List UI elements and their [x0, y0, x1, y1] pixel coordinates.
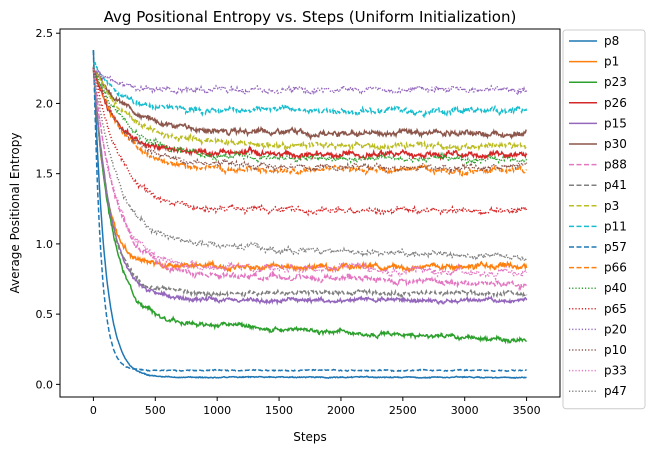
series-line-p30: [92, 68, 527, 141]
chart-title: Avg Positional Entropy vs. Steps (Unifor…: [104, 8, 517, 26]
legend-label-p8: p8: [604, 34, 619, 48]
legend-label-p11: p11: [604, 219, 627, 233]
legend-label-p23: p23: [604, 75, 627, 89]
x-tick-label: 3500: [513, 404, 541, 417]
legend-label-p3: p3: [604, 199, 619, 213]
series-line-p8: [92, 50, 527, 380]
legend-label-p65: p65: [604, 302, 627, 316]
y-tick-label: 0.0: [36, 378, 54, 391]
x-tick-label: 2000: [327, 404, 355, 417]
y-tick-label: 1.5: [36, 168, 54, 181]
legend-label-p15: p15: [604, 116, 627, 130]
legend-label-p88: p88: [604, 158, 627, 172]
y-tick-label: 2.0: [36, 97, 54, 110]
series-line-p66: [92, 69, 527, 177]
x-tick-label: 1000: [203, 404, 231, 417]
series-line-p57: [92, 49, 528, 373]
x-axis-label: Steps: [293, 430, 327, 444]
legend-label-p47: p47: [604, 384, 627, 398]
series-line-p23: [92, 67, 527, 345]
legend-label-p33: p33: [604, 364, 627, 378]
plot-frame: [59, 28, 561, 398]
series-line-p88: [92, 69, 528, 292]
legend-label-p66: p66: [604, 261, 627, 275]
legend-label-p57: p57: [604, 240, 627, 254]
y-tick-label: 2.5: [36, 27, 54, 40]
legend-frame: [562, 29, 646, 410]
series-line-p10: [93, 69, 528, 175]
legend-label-p10: p10: [604, 343, 627, 357]
series-line-p41: [92, 67, 528, 299]
series-line-p15: [92, 67, 528, 306]
x-axis: 0 500 1000 1500 2000 2500 3000 3500: [90, 397, 541, 417]
x-tick-label: 2500: [389, 404, 417, 417]
series-line-p47: [92, 66, 527, 263]
legend-label-p30: p30: [604, 137, 627, 151]
legend-label-p20: p20: [604, 322, 627, 336]
series-line-p20: [92, 67, 528, 97]
x-tick-label: 3000: [451, 404, 479, 417]
y-tick-label: 1.0: [36, 238, 54, 251]
x-tick-label: 0: [90, 404, 97, 417]
y-tick-label: 0.5: [36, 308, 54, 321]
series-line-p3: [92, 67, 528, 153]
legend-label-p41: p41: [604, 178, 627, 192]
series-line-p65: [92, 67, 528, 217]
series-line-p33: [92, 68, 528, 282]
y-axis: 0.0 0.5 1.0 1.5 2.0 2.5: [36, 27, 60, 391]
legend: p8 p1 p23 p26 p15 p30 p88 p41 p3 p11 p57 p66 p40 p65 p…: [562, 29, 646, 410]
x-tick-label: 500: [145, 404, 166, 417]
legend-label-p26: p26: [604, 96, 627, 110]
legend-label-p40: p40: [604, 281, 627, 295]
y-axis-label: Average Positional Entropy: [8, 133, 22, 294]
series-line-p40: [92, 66, 528, 166]
legend-label-p1: p1: [604, 55, 619, 69]
series-line-p11: [92, 61, 528, 119]
plot-series: [92, 49, 528, 380]
x-tick-label: 1500: [265, 404, 293, 417]
